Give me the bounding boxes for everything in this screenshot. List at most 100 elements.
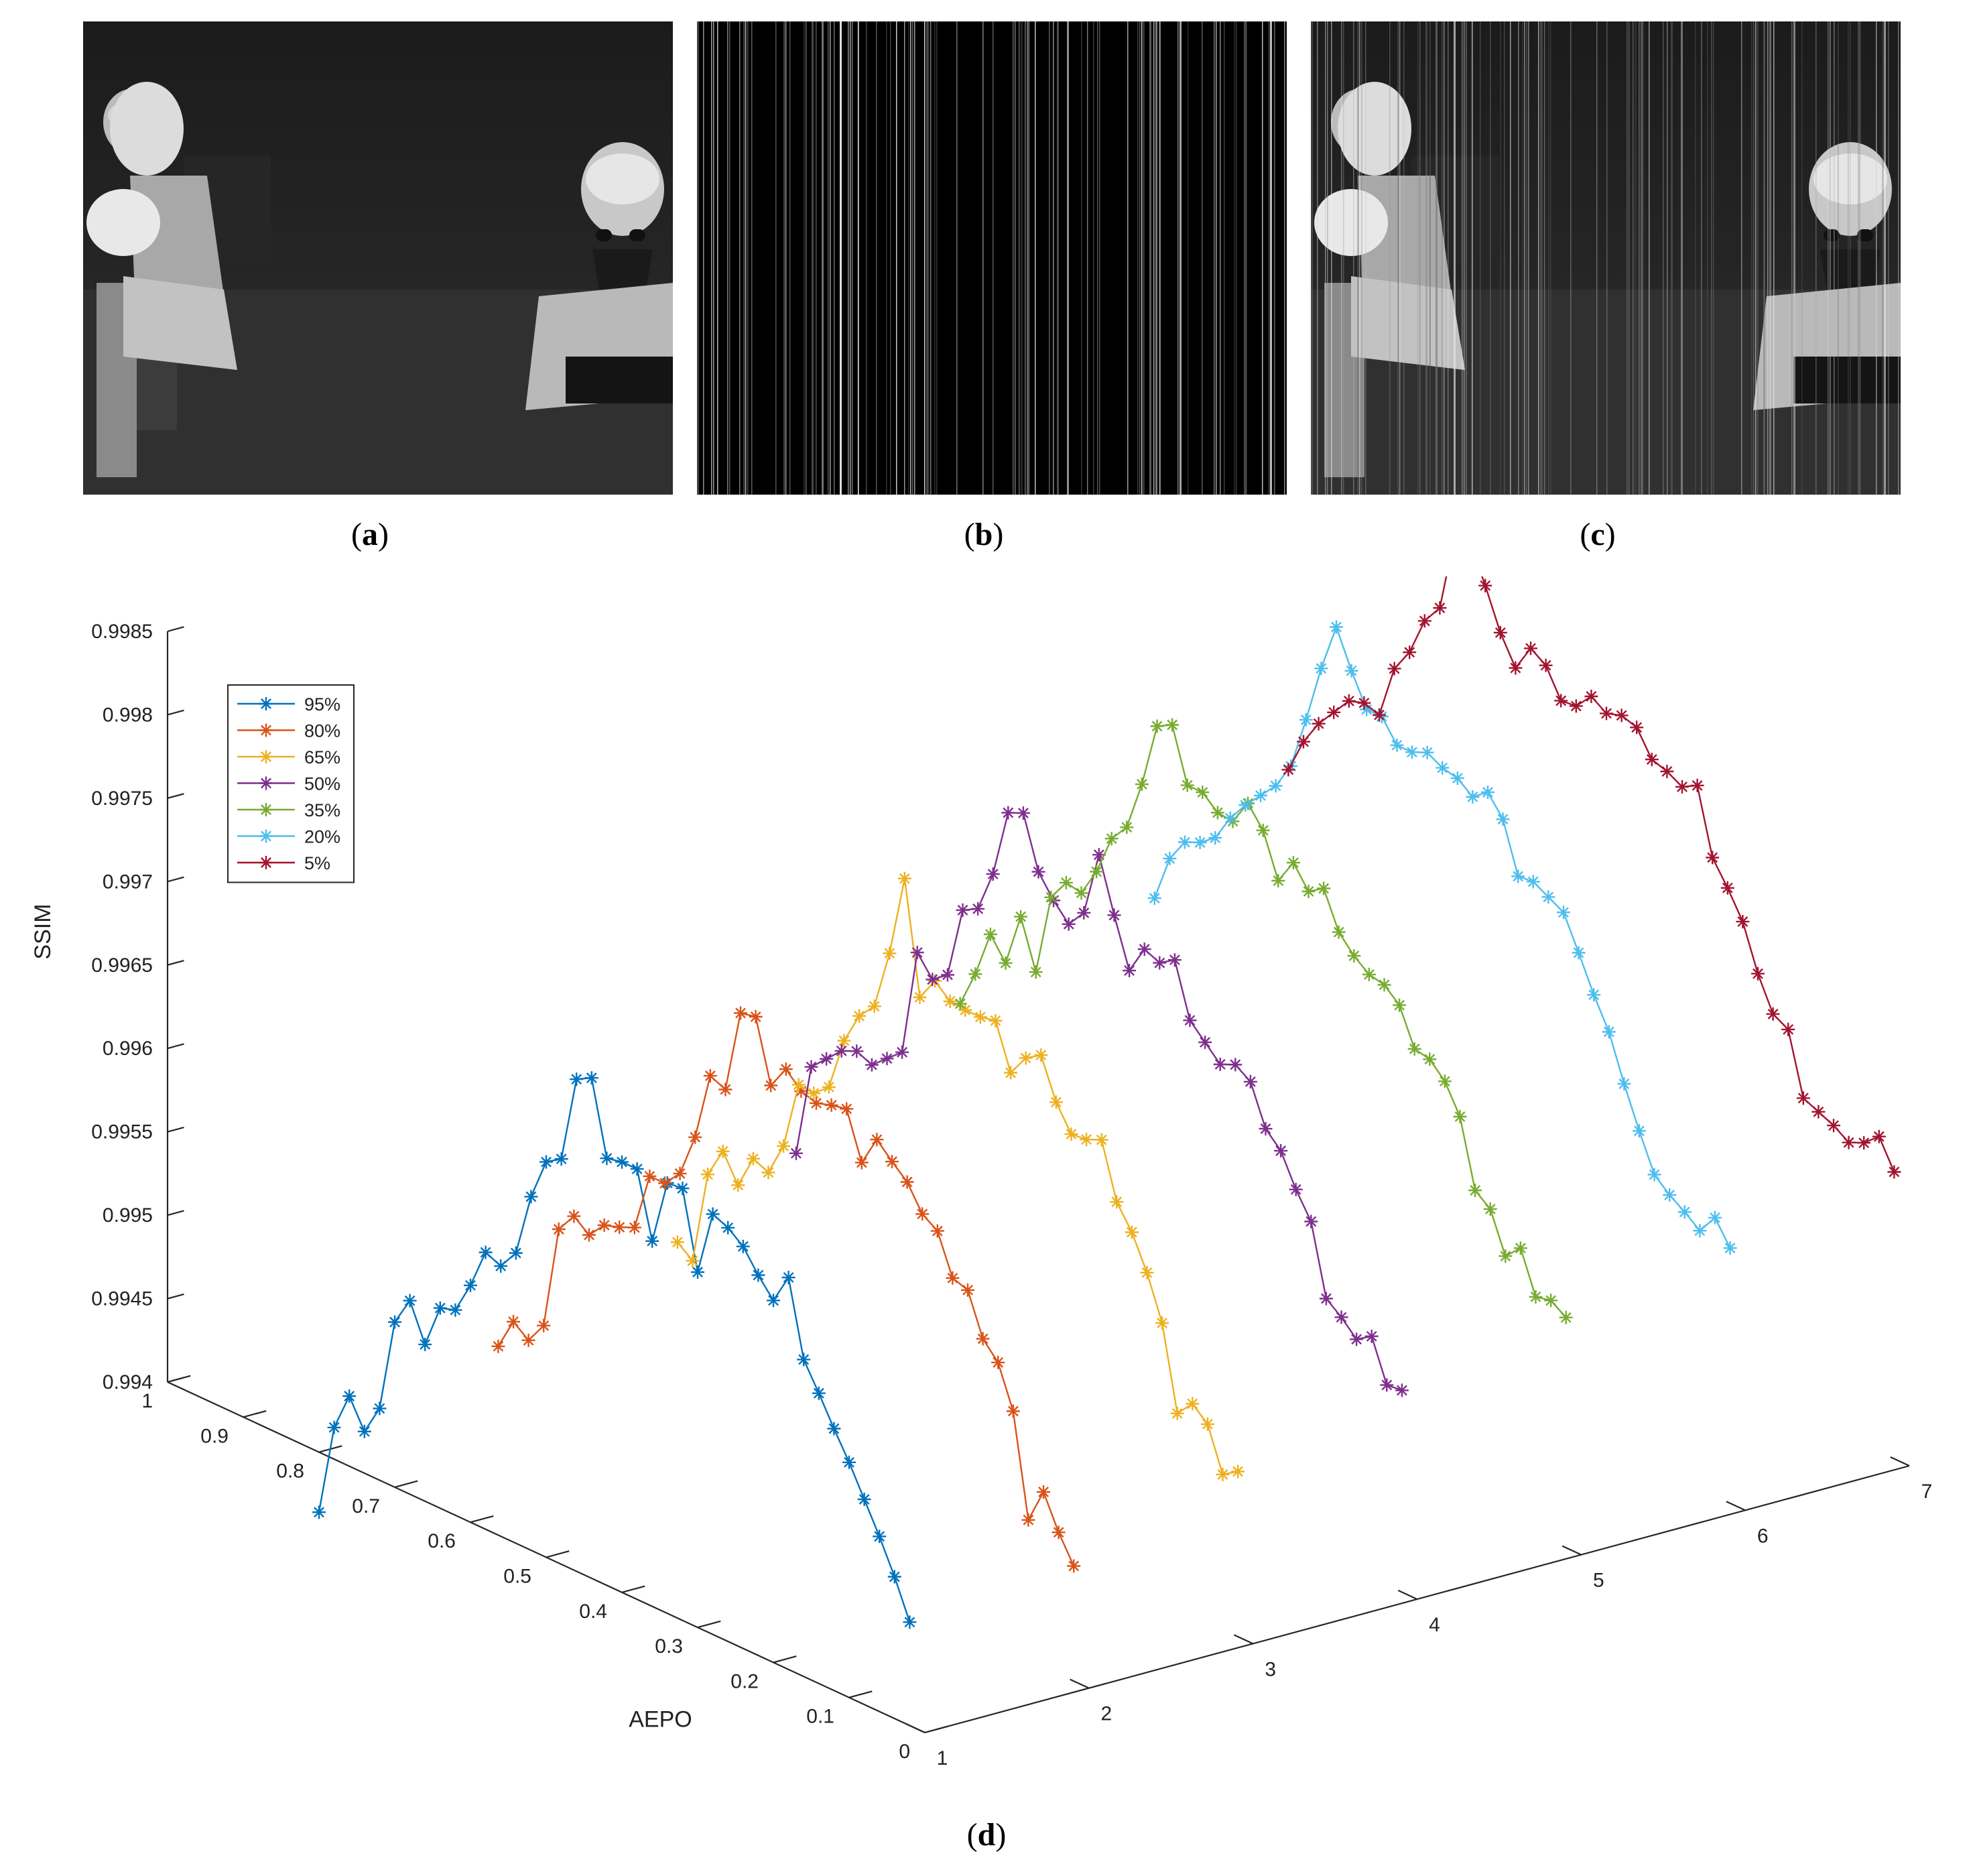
noise-stripe — [1429, 21, 1431, 495]
data-point — [1301, 885, 1316, 898]
noise-stripe — [1180, 21, 1182, 495]
noise-stripe — [1500, 21, 1501, 495]
noise-stripe — [727, 21, 728, 495]
data-point — [842, 1455, 856, 1469]
data-point — [584, 1071, 598, 1085]
data-point — [418, 1337, 432, 1351]
data-point — [973, 1010, 987, 1024]
noise-stripe — [1097, 21, 1098, 495]
noise-stripe — [1361, 21, 1362, 495]
data-point — [1496, 812, 1510, 826]
data-point — [1811, 1105, 1826, 1119]
data-point — [479, 1245, 493, 1259]
noise-stripe — [1830, 21, 1831, 495]
x-tick — [905, 1723, 926, 1733]
noise-stripe — [928, 21, 930, 495]
noise-stripe — [1270, 21, 1272, 495]
data-point — [779, 1062, 793, 1076]
data-point — [688, 1130, 702, 1144]
data-point — [1286, 856, 1300, 870]
noise-stripe — [1029, 21, 1030, 495]
series-line — [676, 878, 1238, 1476]
data-point — [1062, 917, 1076, 931]
data-point — [259, 750, 273, 763]
data-point — [615, 1155, 629, 1169]
noise-stripe — [1544, 21, 1545, 495]
noise-stripe — [1850, 21, 1851, 495]
data-point — [464, 1278, 477, 1292]
noise-stripe — [1357, 21, 1359, 495]
data-point — [897, 871, 911, 885]
data-point — [986, 867, 1000, 881]
y-tick — [243, 1410, 267, 1418]
data-point — [1135, 777, 1149, 792]
noise-stripe — [1057, 21, 1059, 495]
noise-stripe — [1444, 21, 1445, 495]
data-point — [1390, 738, 1404, 752]
noise-stripe — [747, 21, 749, 495]
y-tick — [621, 1585, 645, 1593]
data-point — [1140, 1265, 1154, 1279]
noise-stripe — [806, 21, 807, 495]
noise-stripe — [1643, 21, 1644, 495]
data-point — [1395, 1383, 1409, 1397]
data-point — [789, 1146, 803, 1160]
noise-stripe — [1127, 21, 1129, 495]
noise-stripe — [1550, 21, 1551, 495]
noise-stripe — [711, 21, 712, 495]
noise-stripe — [1343, 21, 1344, 495]
data-point — [1405, 745, 1419, 759]
data-point — [1796, 1091, 1810, 1105]
data-point — [971, 901, 985, 916]
data-point — [1269, 779, 1283, 793]
z-tick-label: 0.997 — [103, 871, 153, 893]
data-point — [1001, 806, 1015, 820]
x-tick-label: 1 — [937, 1747, 948, 1769]
data-point — [567, 1209, 581, 1223]
data-point — [915, 1207, 930, 1221]
y-tick-label: 0 — [899, 1741, 910, 1763]
noise-stripe — [1753, 21, 1755, 495]
data-point — [976, 1332, 990, 1346]
noise-stripe — [1365, 21, 1366, 495]
noise-stripe — [896, 21, 897, 495]
data-point — [570, 1072, 584, 1086]
series-line — [318, 1076, 911, 1623]
data-point — [895, 1045, 909, 1059]
noise-stripe — [1542, 21, 1543, 495]
noise-stripe — [1053, 21, 1054, 495]
data-point — [582, 1228, 596, 1242]
data-point — [1423, 1052, 1437, 1066]
noise-stripe — [1015, 21, 1016, 495]
data-point — [1708, 1210, 1722, 1225]
data-point — [706, 1207, 720, 1221]
data-point — [1436, 761, 1450, 775]
data-point — [1120, 820, 1134, 834]
legend-label: 95% — [304, 694, 340, 714]
noise-stripe — [1331, 21, 1332, 495]
data-point — [834, 1044, 848, 1058]
data-point — [1633, 1124, 1646, 1138]
data-point — [880, 1052, 894, 1066]
data-point — [736, 1239, 750, 1253]
noise-stripe — [858, 21, 859, 495]
y-tick-label: 0.8 — [276, 1460, 304, 1483]
data-point — [1350, 1332, 1364, 1347]
data-point — [1281, 763, 1295, 777]
data-point — [259, 803, 273, 816]
ssim-3d-line-chart: 123456700.10.20.30.40.50.60.70.80.910.99… — [30, 576, 1932, 1769]
data-point — [1044, 890, 1058, 904]
data-point — [259, 829, 273, 843]
data-point — [1080, 1133, 1094, 1147]
data-point — [900, 1175, 914, 1189]
y-tick-label: 0.7 — [352, 1495, 380, 1517]
data-point — [1438, 1074, 1452, 1088]
data-point — [1572, 946, 1586, 960]
z-tick-label: 0.998 — [103, 704, 153, 726]
noise-stripe — [936, 21, 938, 495]
noise-stripe — [1159, 21, 1161, 495]
data-point — [1196, 786, 1210, 800]
data-point — [1271, 874, 1285, 887]
data-point — [1524, 641, 1537, 655]
caption-b: (b) — [964, 517, 1004, 552]
